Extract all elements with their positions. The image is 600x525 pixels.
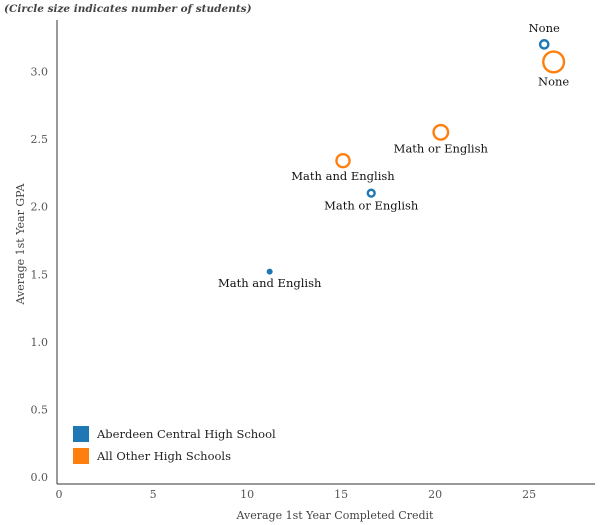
y-tick-label: 2.0 <box>31 201 49 214</box>
axes: 0.0 0.5 1.0 1.5 2.0 2.5 3.0 0 5 10 15 20 25 <box>31 20 595 501</box>
legend-label[interactable]: Aberdeen Central High School <box>96 427 276 441</box>
legend-label[interactable]: All Other High Schools <box>96 449 231 463</box>
legend[interactable]: Aberdeen Central High School All Other Hi… <box>73 426 276 464</box>
point-label: Math and English <box>218 276 322 290</box>
x-tick-label: 5 <box>150 488 157 501</box>
y-tick-label: 3.0 <box>31 65 49 78</box>
data-point[interactable] <box>266 268 273 275</box>
data-points <box>266 39 566 275</box>
legend-swatch[interactable] <box>73 448 89 464</box>
y-tick-label: 1.5 <box>31 268 49 281</box>
data-point[interactable] <box>432 123 450 141</box>
x-tick-label: 15 <box>334 488 348 501</box>
point-label: None <box>529 21 560 35</box>
data-point[interactable] <box>542 50 566 74</box>
point-label: Math or English <box>324 199 419 213</box>
data-point[interactable] <box>538 39 550 50</box>
x-tick-label: 10 <box>240 488 254 501</box>
y-tick-label: 1.0 <box>31 336 49 349</box>
x-tick-label: 25 <box>522 488 536 501</box>
y-axis-title: Average 1st Year GPA <box>14 182 27 305</box>
legend-swatch[interactable] <box>73 426 89 442</box>
x-tick-label: 20 <box>428 488 442 501</box>
y-tick-label: 0.5 <box>31 404 49 417</box>
y-tick-label: 2.5 <box>31 133 49 146</box>
data-point[interactable] <box>366 188 376 198</box>
x-tick-label: 0 <box>56 488 63 501</box>
y-tick-label: 0.0 <box>31 471 49 484</box>
x-axis-title: Average 1st Year Completed Credit <box>236 509 435 522</box>
data-point[interactable] <box>335 152 351 169</box>
point-label: None <box>538 74 569 88</box>
point-label: Math or English <box>394 142 489 156</box>
chart-subtitle: (Circle size indicates number of student… <box>4 3 252 15</box>
point-labels: Math and English Math or English None Math … <box>218 21 569 290</box>
point-label: Math and English <box>291 169 395 183</box>
